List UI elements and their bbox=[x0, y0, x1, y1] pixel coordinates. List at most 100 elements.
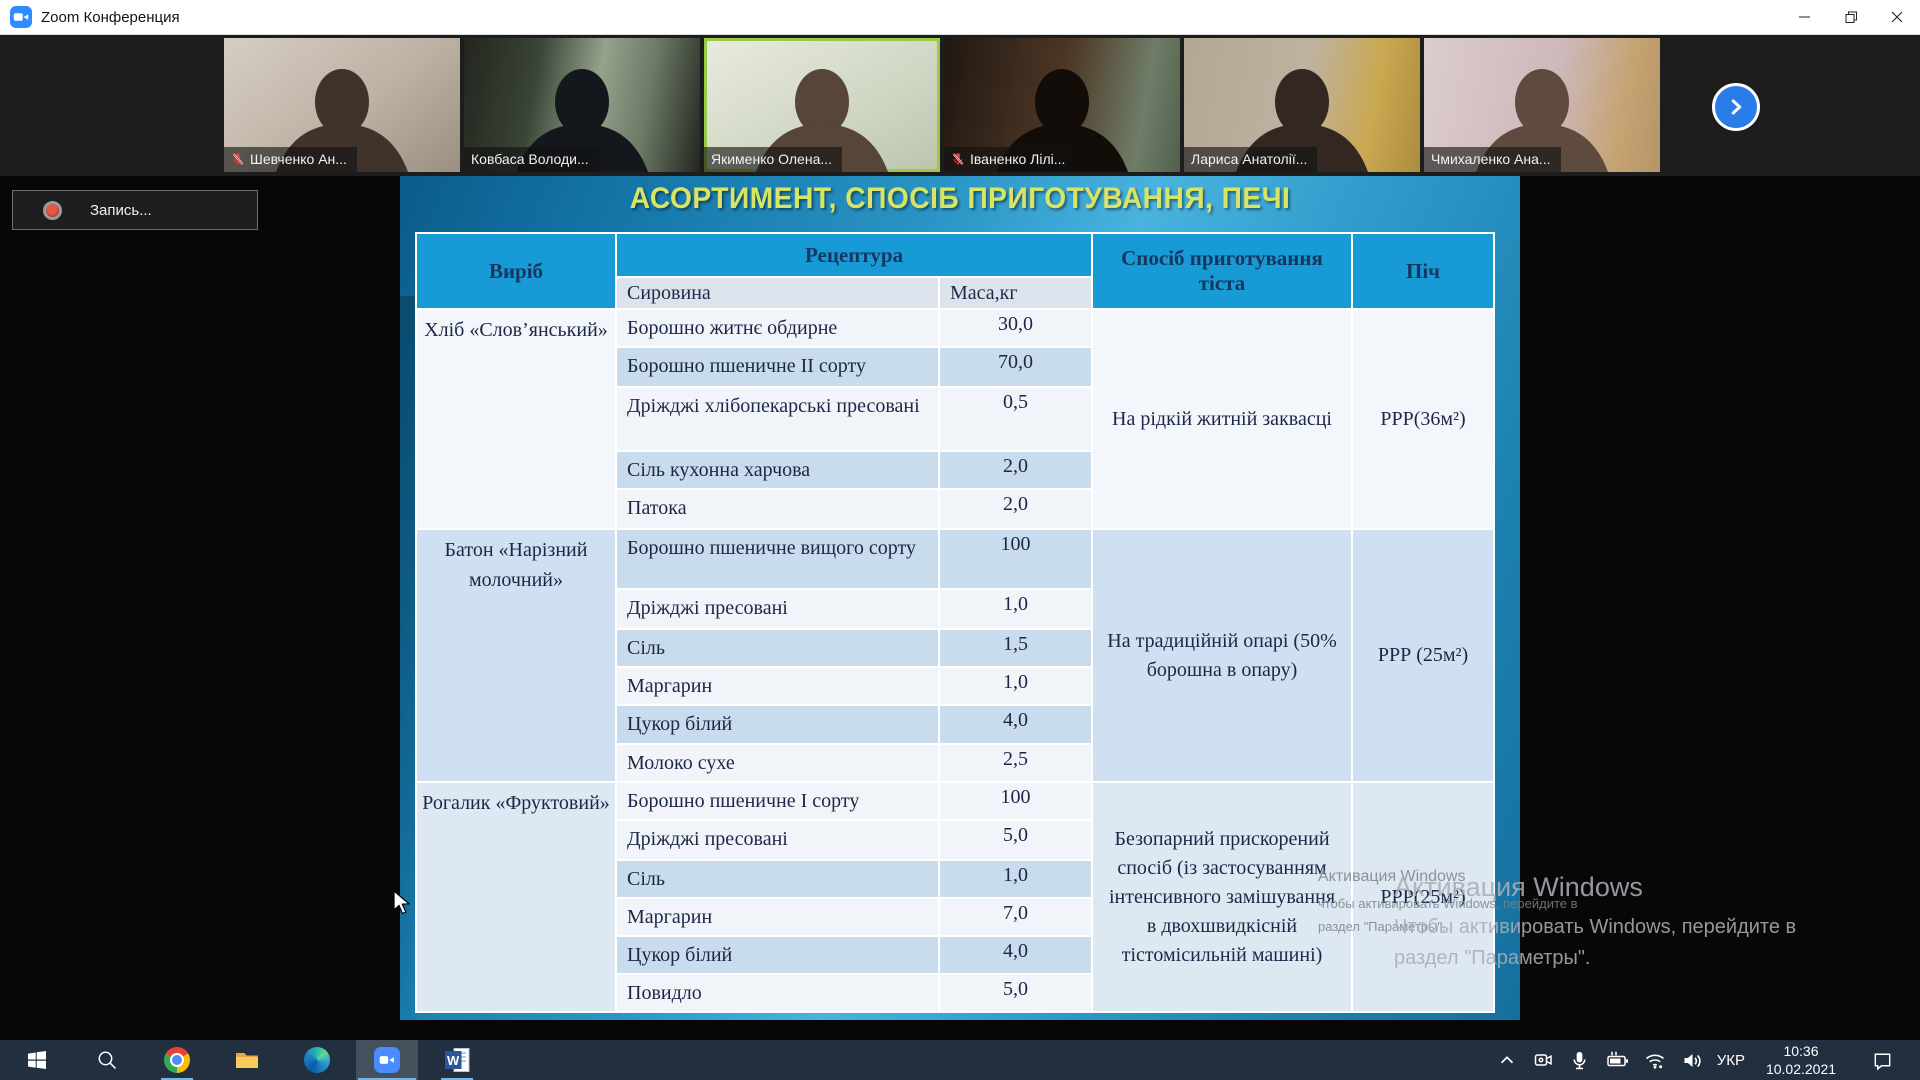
assortment-table: Виріб Рецептура Спосіб приготування тіст… bbox=[415, 232, 1496, 1013]
close-button[interactable] bbox=[1874, 0, 1920, 34]
ingredient-cell: Молоко сухе bbox=[615, 743, 940, 783]
watermark-line: раздел "Параметры". bbox=[1394, 947, 1591, 969]
ingredient-cell: Цукор білий bbox=[615, 935, 940, 975]
header-oven: Піч bbox=[1351, 232, 1496, 310]
taskbar-word-button[interactable]: W bbox=[426, 1040, 488, 1080]
recording-label: Запись... bbox=[90, 201, 152, 219]
table-row: Борошно пшеничне II сорту 70,0 bbox=[416, 346, 1494, 388]
clock-date: 10.02.2021 bbox=[1765, 1061, 1837, 1077]
table-row: Молоко сухе 2,5 bbox=[416, 743, 1494, 783]
watermark-line: раздел "Параметры". bbox=[1318, 918, 1446, 934]
clock-time: 10:36 bbox=[1783, 1042, 1819, 1059]
activation-watermark-local: Активация Windows Чтобы активировать Win… bbox=[1394, 872, 1796, 974]
ingredient-cell: Сіль кухонна харчова bbox=[615, 450, 940, 490]
table-row: Дріжджі пресовані 1,0 bbox=[416, 588, 1494, 630]
mass-cell: 30,0 bbox=[937, 308, 1094, 348]
table-row: Цукор білий 4,0 bbox=[416, 704, 1494, 745]
mass-cell: 5,0 bbox=[937, 973, 1094, 1013]
camera-icon[interactable] bbox=[1531, 1048, 1555, 1072]
ingredient-cell: Дріжджі хлібопекарські пресовані bbox=[615, 386, 940, 452]
table-row: Сіль кухонна харчова 2,0 bbox=[416, 450, 1494, 490]
mass-cell: 2,0 bbox=[937, 450, 1094, 490]
taskbar-chrome-button[interactable] bbox=[146, 1040, 208, 1080]
shared-screen-slide: АСОРТИМЕНТ, СПОСІБ ПРИГОТУВАННЯ, ПЕЧІ Ви… bbox=[400, 176, 1520, 1020]
mass-cell: 1,0 bbox=[937, 859, 1094, 899]
mass-cell: 70,0 bbox=[937, 346, 1094, 388]
mass-cell: 4,0 bbox=[937, 935, 1094, 975]
participant-video[interactable]: Лариса Анатолії... bbox=[1184, 38, 1420, 172]
participant-video[interactable]: Чмихаленко Ана... bbox=[1424, 38, 1660, 172]
action-center-icon[interactable] bbox=[1871, 1049, 1894, 1072]
product-cell: Рогалик «Фруктовий» bbox=[415, 781, 617, 1013]
taskbar-edge-button[interactable] bbox=[286, 1040, 348, 1080]
restore-button[interactable] bbox=[1828, 0, 1874, 34]
wifi-icon[interactable] bbox=[1643, 1048, 1667, 1072]
chrome-icon bbox=[164, 1047, 190, 1073]
table-row: Сіль 1,5 bbox=[416, 628, 1494, 668]
ingredient-cell: Борошно пшеничне II сорту bbox=[615, 346, 940, 388]
volume-icon[interactable] bbox=[1680, 1048, 1704, 1072]
edge-icon bbox=[304, 1047, 330, 1073]
method-cell: Безопарний прискорений спосіб (із застос… bbox=[1091, 781, 1354, 1013]
battery-charging-icon[interactable] bbox=[1604, 1047, 1630, 1073]
table-row: Рогалик «Фруктовий» Борошно пшеничне I со… bbox=[415, 781, 1496, 1013]
svg-text:W: W bbox=[447, 1053, 460, 1068]
participant-video[interactable]: Шевченко Ан... bbox=[224, 38, 460, 172]
window-controls bbox=[1782, 0, 1920, 34]
ingredient-cell: Цукор білий bbox=[615, 704, 940, 745]
mass-cell: 2,0 bbox=[937, 488, 1094, 530]
activation-watermark-shared: Активация Windows чтобы активировать Win… bbox=[1318, 868, 1578, 939]
table-row: Дріжджі хлібопекарські пресовані 0,5 bbox=[416, 386, 1494, 452]
chevron-up-icon[interactable] bbox=[1496, 1049, 1518, 1071]
table-row: Цукор білий 4,0 bbox=[416, 935, 1494, 975]
minimize-button[interactable] bbox=[1782, 0, 1828, 34]
search-button[interactable] bbox=[76, 1040, 138, 1080]
mass-cell: 1,0 bbox=[937, 588, 1094, 630]
language-indicator[interactable]: УКР bbox=[1716, 1051, 1745, 1069]
table-row: Хліб «Слов’янський» Борошно житнє обдирне… bbox=[415, 308, 1496, 530]
participant-name-label: Шевченко Ан... bbox=[224, 147, 357, 172]
mass-cell: 7,0 bbox=[937, 897, 1094, 937]
start-button[interactable] bbox=[6, 1040, 68, 1080]
mic-muted-icon bbox=[952, 153, 964, 165]
ingredient-cell: Дріжджі пресовані bbox=[615, 819, 940, 861]
participant-strip: Шевченко Ан... Ковбаса Володи... Якименко … bbox=[0, 34, 1920, 176]
participant-video[interactable]: Іваненко Лілі... bbox=[944, 38, 1180, 172]
mass-cell: 0,5 bbox=[937, 386, 1094, 452]
taskbar-zoom-button[interactable] bbox=[356, 1040, 418, 1080]
microphone-icon[interactable] bbox=[1568, 1049, 1591, 1072]
ingredient-cell: Патока bbox=[615, 488, 940, 530]
ingredient-cell: Борошно житнє обдирне bbox=[615, 308, 940, 348]
chevron-right-icon bbox=[1731, 99, 1742, 115]
ingredient-cell: Сіль bbox=[615, 859, 940, 899]
method-cell: На рідкій житній заквасці bbox=[1091, 308, 1354, 530]
table-row: Повидло 5,0 bbox=[416, 973, 1494, 1013]
oven-cell: РРР (25м²) bbox=[1351, 528, 1496, 783]
mic-muted-icon bbox=[232, 153, 244, 165]
recording-dot-icon bbox=[43, 200, 62, 220]
table-subheader-row: Сировина Маса,кг bbox=[416, 276, 1494, 310]
zoom-logo-icon bbox=[10, 6, 32, 28]
table-row: Дріжджі пресовані 5,0 bbox=[416, 819, 1494, 861]
ingredient-cell: Борошно пшеничне вищого сорту bbox=[615, 528, 940, 590]
participant-name: Якименко Олена... bbox=[711, 151, 833, 167]
mass-cell: 5,0 bbox=[937, 819, 1094, 861]
ingredient-cell: Борошно пшеничне I сорту bbox=[615, 781, 940, 821]
titlebar: Zoom Конференция bbox=[0, 0, 1920, 35]
taskbar-file-explorer-button[interactable] bbox=[216, 1040, 278, 1080]
ingredient-cell: Дріжджі пресовані bbox=[615, 588, 940, 630]
system-tray: УКР 10:36 10.02.2021 bbox=[1496, 1042, 1920, 1078]
participant-video[interactable]: Якименко Олена... bbox=[704, 38, 940, 172]
next-participants-button[interactable] bbox=[1712, 83, 1760, 131]
search-icon bbox=[98, 1051, 117, 1070]
ingredient-cell: Маргарин bbox=[615, 897, 940, 937]
table-row: Сіль 1,0 bbox=[416, 859, 1494, 899]
participant-video[interactable]: Ковбаса Володи... bbox=[464, 38, 700, 172]
mass-cell: 2,5 bbox=[937, 743, 1094, 783]
ingredient-cell: Повидло bbox=[615, 973, 940, 1013]
oven-cell: РРР(25м²) bbox=[1351, 781, 1496, 1013]
watermark-line: чтобы активировать Windows, перейдите в bbox=[1318, 896, 1578, 911]
clock[interactable]: 10:36 10.02.2021 bbox=[1758, 1042, 1844, 1078]
mouse-cursor bbox=[393, 890, 411, 915]
table-header-row: Виріб Рецептура Спосіб приготування тіст… bbox=[415, 232, 1496, 310]
